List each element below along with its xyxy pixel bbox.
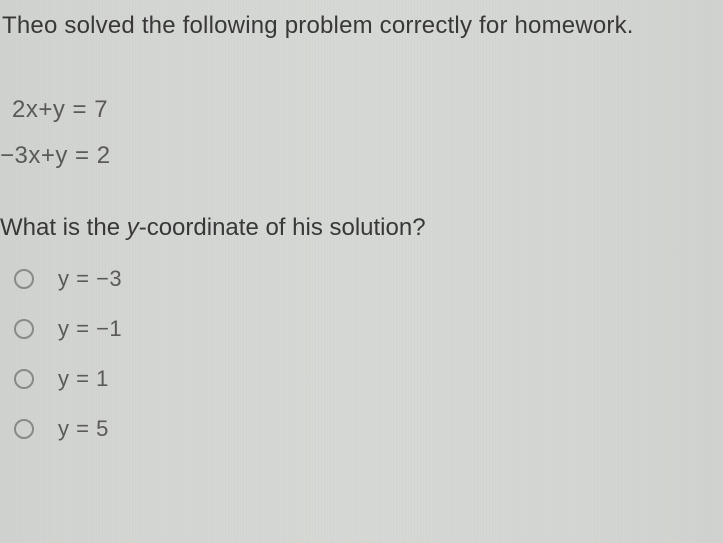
equation-1: 2x+y = 7 (12, 96, 723, 124)
option-row[interactable]: y = 5 (14, 416, 723, 442)
option-label: y = −3 (58, 266, 122, 292)
prompt-variable: y (127, 214, 139, 241)
option-label: y = 5 (58, 416, 109, 442)
option-label: y = −1 (58, 316, 122, 342)
radio-icon[interactable] (14, 319, 34, 339)
prompt-prefix: What is the (0, 214, 127, 241)
equations-block: 2x+y = 7 −3x+y = 2 (0, 96, 723, 170)
equation-2: −3x+y = 2 (0, 142, 723, 170)
radio-icon[interactable] (14, 369, 34, 389)
radio-icon[interactable] (14, 419, 34, 439)
radio-icon[interactable] (14, 269, 34, 289)
sub-question: What is the y-coordinate of his solution… (0, 214, 723, 242)
option-row[interactable]: y = −1 (14, 316, 723, 342)
option-label: y = 1 (58, 366, 109, 392)
options-list: y = −3 y = −1 y = 1 y = 5 (0, 266, 723, 442)
prompt-suffix: -coordinate of his solution? (139, 214, 426, 241)
option-row[interactable]: y = 1 (14, 366, 723, 392)
question-intro: Theo solved the following problem correc… (0, 12, 723, 40)
option-row[interactable]: y = −3 (14, 266, 723, 292)
